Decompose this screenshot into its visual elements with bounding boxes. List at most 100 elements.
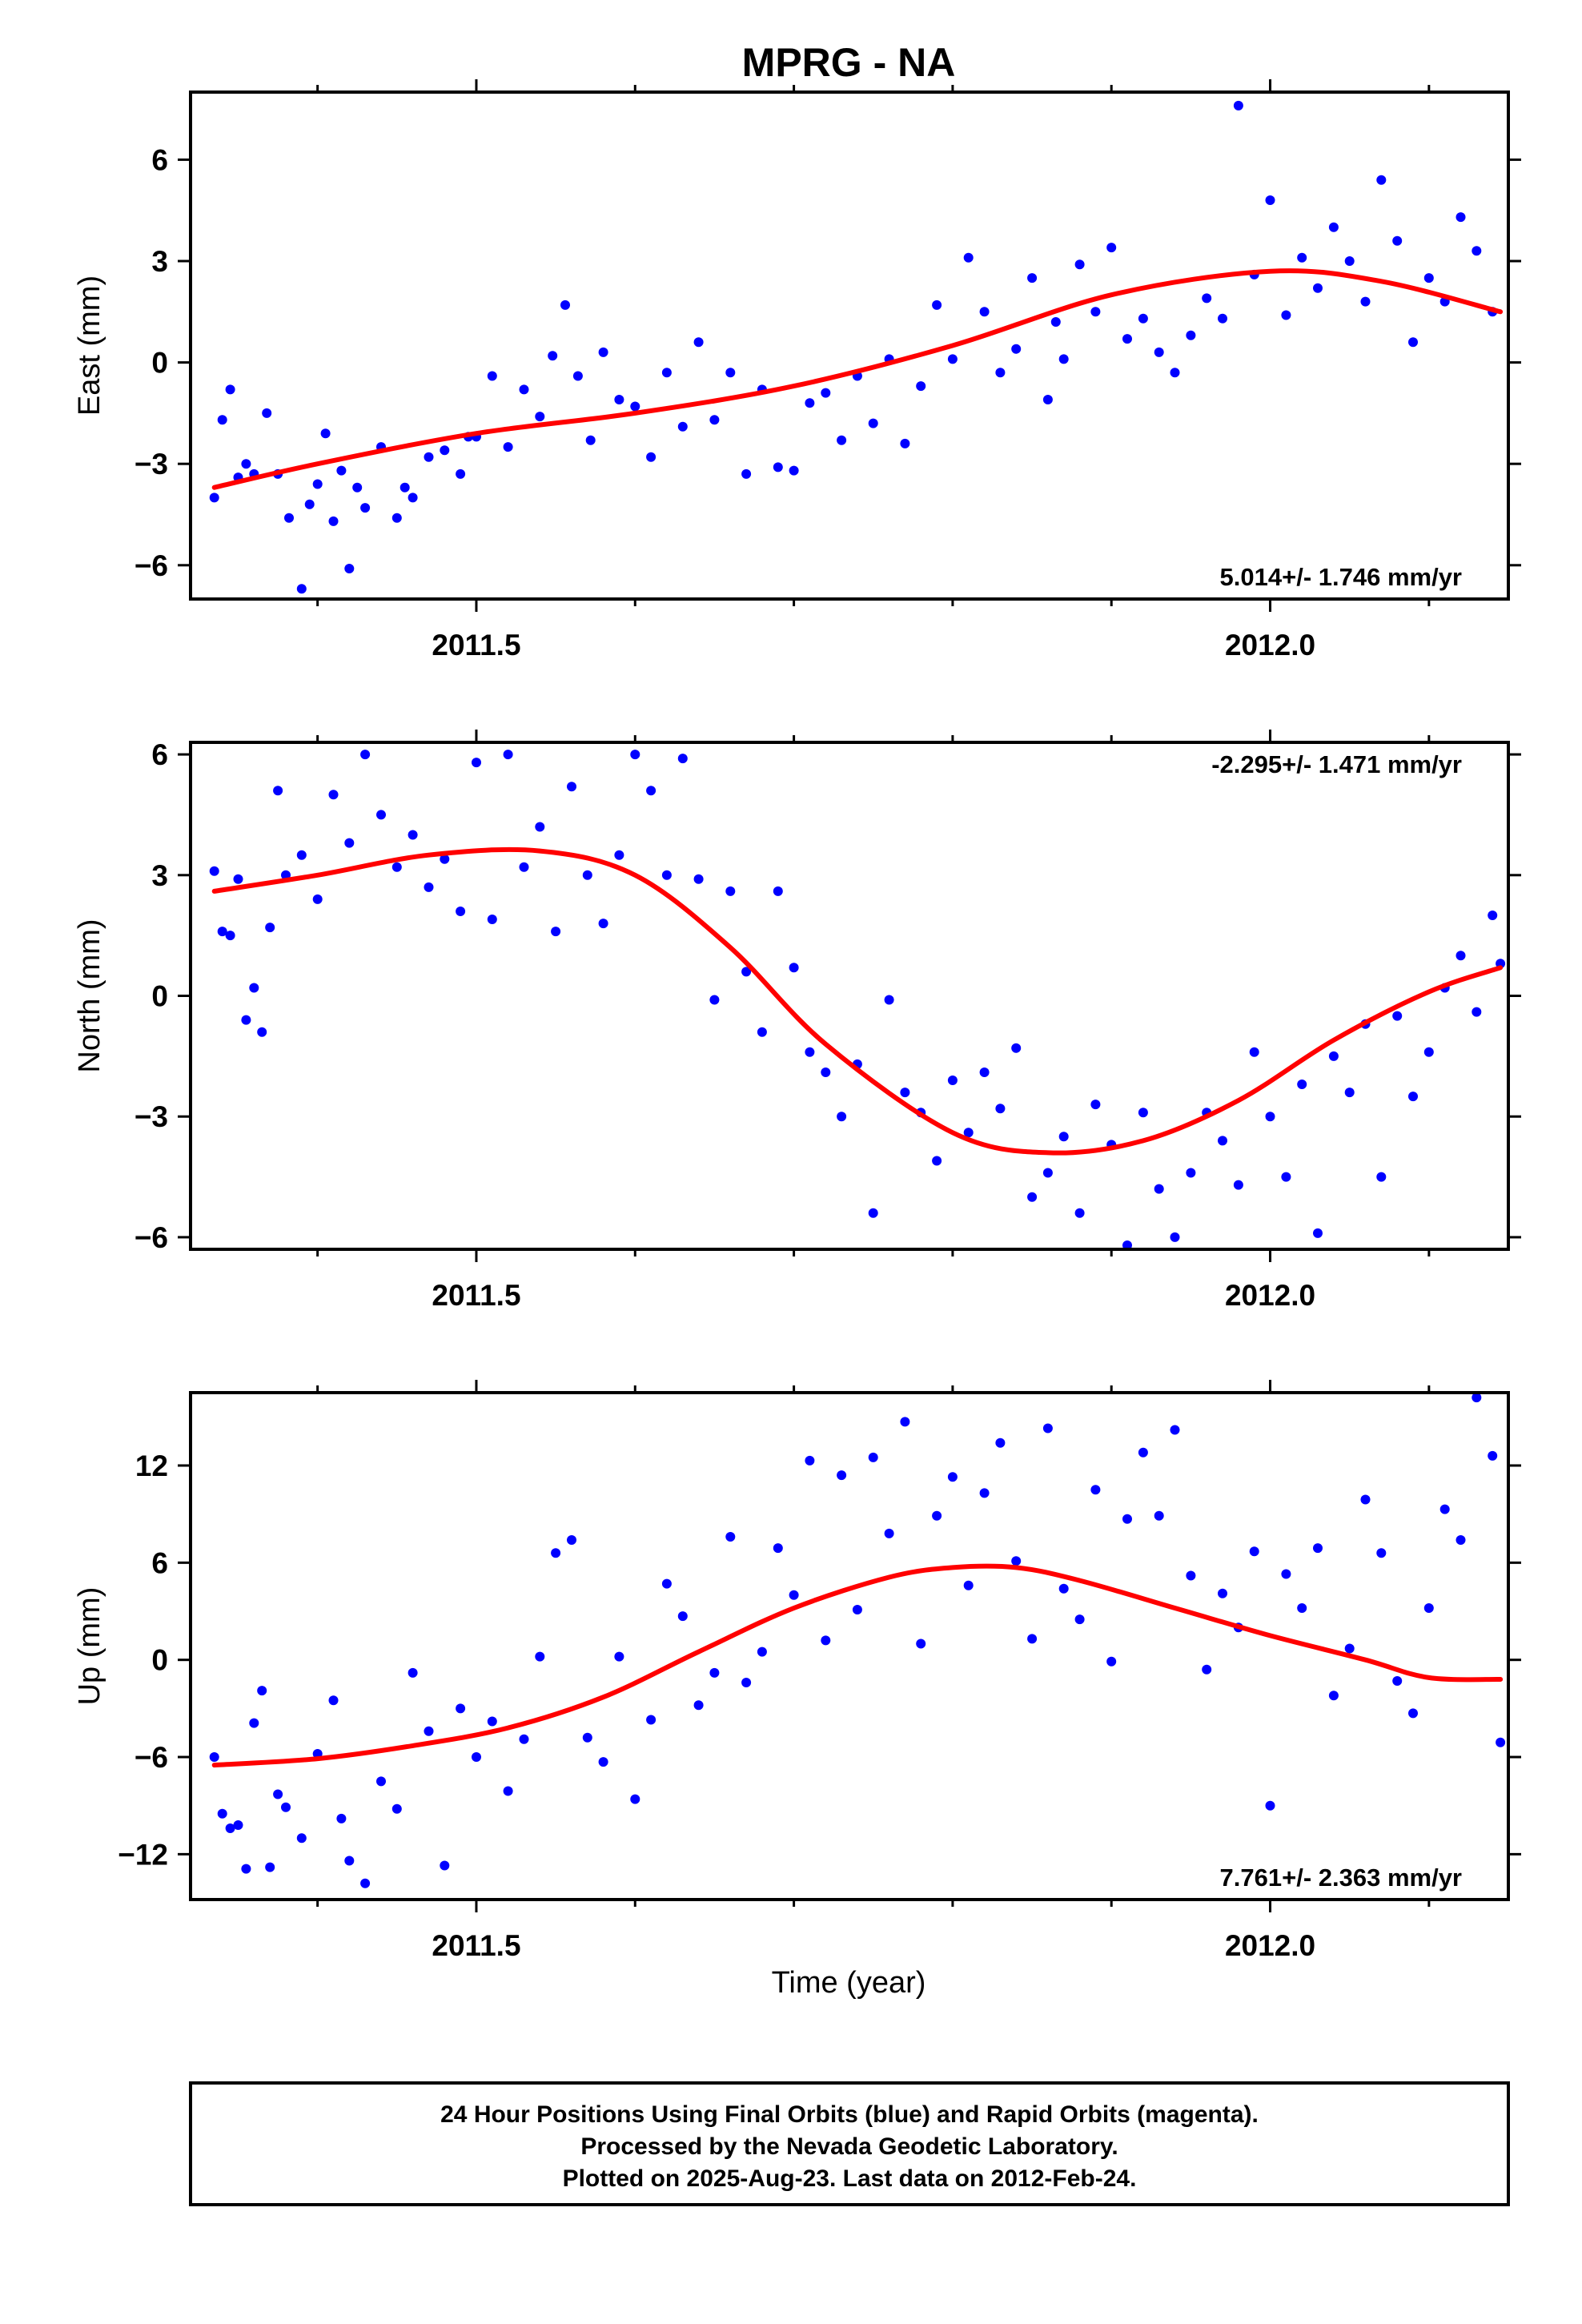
north-point (1233, 1180, 1243, 1190)
north-point (1138, 1108, 1148, 1118)
up-point (281, 1802, 291, 1812)
up-point (646, 1715, 656, 1725)
north-point (614, 850, 624, 860)
north-point (1472, 1007, 1482, 1017)
east-point (1050, 317, 1061, 327)
up-point (376, 1776, 386, 1787)
east-point (535, 412, 545, 422)
east-point (614, 395, 624, 404)
up-ytick-label: 12 (135, 1449, 168, 1482)
east-point (1058, 354, 1069, 364)
panels-group: −6 −3 0 3 6 2011.5 2012.0 East (mm) 5.014+/- 1.7… (73, 79, 1521, 1962)
up-point (1265, 1800, 1275, 1811)
east-point (1090, 307, 1101, 317)
up-point (1328, 1691, 1339, 1701)
up-point (328, 1695, 339, 1706)
east-point (995, 368, 1006, 378)
east-point (1170, 368, 1180, 378)
up-point (884, 1528, 894, 1538)
east-ytick-label: 6 (151, 143, 168, 176)
east-point (1472, 246, 1482, 256)
north-point (440, 854, 450, 864)
north-point (1249, 1047, 1259, 1057)
up-rate-label: 7.761+/- 2.363 mm/yr (1220, 1864, 1462, 1892)
up-point (709, 1667, 720, 1678)
north-point (1344, 1088, 1355, 1098)
up-ytick-label: 6 (151, 1546, 168, 1579)
east-point (503, 442, 513, 452)
north-ytick-label: 0 (151, 980, 168, 1013)
north-point (693, 874, 704, 884)
east-points (209, 100, 1498, 594)
east-ytick-label: 0 (151, 347, 168, 380)
up-point (837, 1470, 847, 1481)
up-point (249, 1718, 259, 1728)
east-point (1202, 293, 1212, 304)
east-point (741, 468, 752, 479)
east-point (598, 347, 608, 357)
north-point (1011, 1043, 1022, 1053)
up-point (472, 1752, 481, 1762)
east-point (328, 516, 339, 526)
east-point (1122, 334, 1132, 344)
east-point (456, 468, 466, 479)
up-point (209, 1752, 219, 1762)
north-point (1074, 1208, 1085, 1218)
up-point (336, 1813, 347, 1823)
east-point (487, 371, 497, 381)
east-point (1344, 256, 1355, 266)
up-point (741, 1678, 752, 1687)
north-ytick-label: −3 (135, 1100, 168, 1133)
east-point (1376, 175, 1387, 185)
east-point (241, 459, 251, 469)
up-point (456, 1703, 466, 1714)
east-point (400, 482, 410, 493)
north-point (249, 983, 259, 993)
east-point (1027, 273, 1038, 283)
north-point (1027, 1192, 1038, 1202)
up-point (487, 1716, 497, 1727)
east-point (209, 493, 219, 503)
up-point (693, 1700, 704, 1711)
east-point (391, 513, 402, 523)
east-point (1328, 222, 1339, 232)
north-point (995, 1104, 1006, 1114)
north-point (1170, 1232, 1180, 1242)
up-point (947, 1472, 958, 1482)
up-point (630, 1794, 640, 1804)
up-point (257, 1686, 267, 1696)
up-point (1360, 1494, 1371, 1505)
x-axis-label: Time (year) (772, 1966, 926, 2000)
north-point (360, 750, 371, 760)
north-point (233, 874, 243, 884)
north-point (582, 870, 592, 880)
east-point (360, 503, 371, 513)
east-point (693, 337, 704, 348)
up-point (1456, 1535, 1466, 1545)
up-point (598, 1757, 608, 1767)
north-point (1090, 1100, 1101, 1110)
up-point (1392, 1676, 1403, 1686)
north-point (1328, 1051, 1339, 1061)
up-point (225, 1823, 235, 1833)
up-point (1423, 1603, 1434, 1613)
east-point (320, 428, 331, 439)
up-point (1218, 1588, 1227, 1598)
north-point (1376, 1172, 1387, 1182)
east-point (630, 401, 640, 412)
up-point (503, 1786, 513, 1796)
east-rate-label: 5.014+/- 1.746 mm/yr (1220, 563, 1462, 591)
east-point (1423, 273, 1434, 283)
up-point (1186, 1570, 1196, 1581)
up-xtick-label: 2011.5 (432, 1929, 520, 1962)
up-point (979, 1488, 990, 1498)
up-point (1376, 1548, 1387, 1558)
east-point (312, 479, 323, 489)
north-ytick-label: 3 (151, 859, 168, 892)
north-y-axis-label: North (mm) (73, 919, 106, 1072)
north-point (535, 822, 545, 832)
east-point (1138, 313, 1148, 324)
up-point (567, 1535, 576, 1545)
north-point (789, 963, 799, 973)
up-point (1170, 1425, 1180, 1435)
